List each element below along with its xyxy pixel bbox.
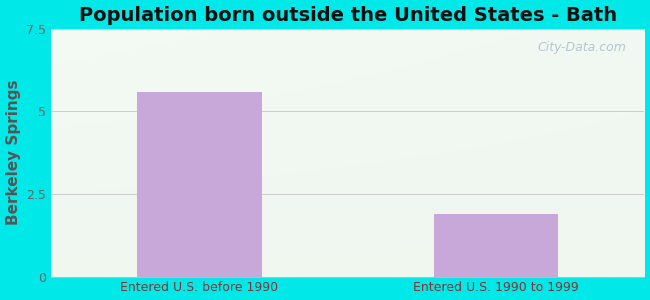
Text: City-Data.com: City-Data.com bbox=[538, 41, 627, 54]
Bar bbox=[434, 214, 558, 277]
Y-axis label: Berkeley Springs: Berkeley Springs bbox=[6, 80, 21, 226]
Bar bbox=[137, 92, 262, 277]
Title: Population born outside the United States - Bath: Population born outside the United State… bbox=[79, 6, 617, 25]
